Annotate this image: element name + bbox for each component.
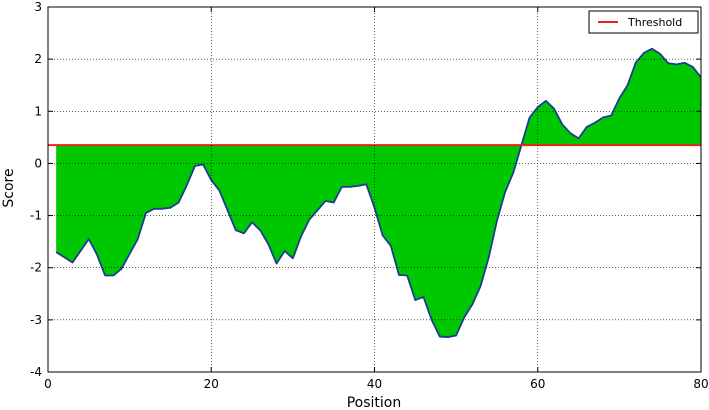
- legend-box: [588, 10, 699, 34]
- y-tick-label: 0: [34, 156, 42, 170]
- y-tick-label: 1: [34, 104, 42, 118]
- y-tick-label: -4: [30, 365, 42, 379]
- y-axis-label: Score: [1, 168, 17, 207]
- y-tick-label: -2: [30, 261, 42, 275]
- legend-threshold-label: Threshold: [627, 16, 682, 29]
- y-tick-label: 3: [34, 0, 42, 14]
- x-tick-label: 0: [44, 377, 52, 391]
- y-tick-label: -1: [30, 209, 42, 223]
- y-tick-label: -3: [30, 313, 42, 327]
- x-tick-label: 40: [367, 377, 382, 391]
- x-tick-label: 80: [693, 377, 708, 391]
- score-line: [55, 47, 702, 338]
- legend: Threshold: [588, 10, 699, 34]
- x-tick-label: 60: [530, 377, 545, 391]
- below-threshold-area-0: [56, 48, 702, 338]
- x-tick-label: 20: [204, 377, 219, 391]
- y-tick-label: 2: [34, 52, 42, 66]
- x-axis-label: Position: [347, 395, 402, 410]
